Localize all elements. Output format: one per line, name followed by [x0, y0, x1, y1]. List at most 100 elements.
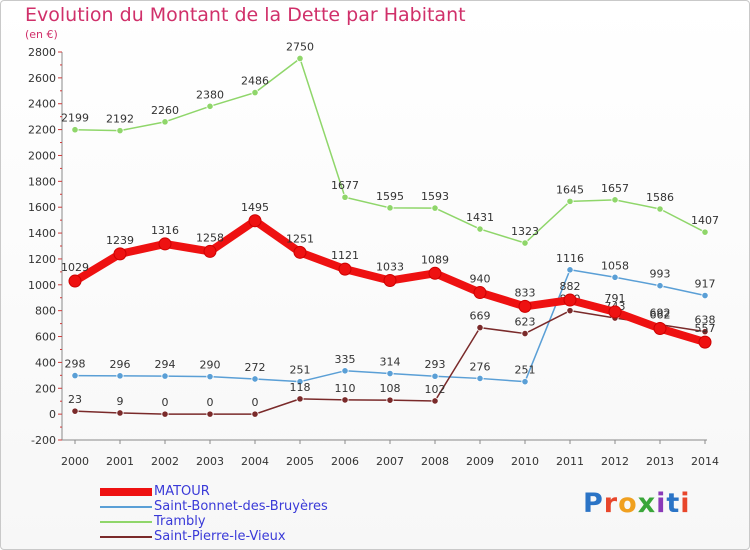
data-label: 993 [650, 268, 671, 281]
data-label: 623 [515, 316, 536, 329]
data-label: 1316 [151, 224, 179, 237]
y-axis-unit: (en €) [25, 28, 58, 41]
data-point [161, 372, 169, 380]
data-point [476, 374, 484, 383]
data-point [161, 118, 169, 126]
y-tick-label: 2000 [28, 149, 56, 162]
data-point [386, 396, 394, 404]
data-point [116, 127, 124, 135]
y-tick-label: 1200 [28, 253, 56, 266]
data-label: 1258 [196, 231, 224, 244]
data-label: 251 [515, 364, 536, 377]
data-point [476, 225, 484, 233]
data-label: 2750 [286, 40, 314, 53]
data-point [698, 335, 712, 349]
data-label: 2192 [106, 113, 134, 126]
y-tick-label: 1400 [28, 227, 56, 240]
x-tick-label: 2008 [421, 455, 449, 468]
data-point [158, 237, 172, 251]
data-label: 662 [650, 309, 671, 322]
data-label: 557 [695, 322, 716, 335]
legend-label: Trambly [154, 514, 206, 529]
proxiti-logo: Proxiti [583, 488, 691, 519]
data-point [116, 372, 124, 380]
data-label: 1323 [511, 225, 539, 238]
data-label: 1677 [331, 179, 359, 192]
y-tick-label: 1000 [28, 279, 56, 292]
data-label: 9 [117, 395, 124, 408]
data-point [608, 305, 622, 319]
data-label: 791 [605, 292, 626, 305]
data-point [701, 228, 709, 236]
data-label: 1089 [421, 253, 449, 266]
x-tick-label: 2013 [646, 455, 674, 468]
data-point [161, 410, 169, 418]
data-label: 1251 [286, 232, 314, 245]
data-label: 638 [695, 314, 716, 327]
data-label: 276 [470, 360, 491, 373]
y-tick-label: 800 [35, 305, 56, 318]
series-line-trambly [74, 57, 706, 244]
logo-letter: i [680, 488, 691, 519]
data-label: 272 [245, 361, 266, 374]
y-tick-label: 2200 [28, 124, 56, 137]
data-label: 290 [200, 359, 221, 372]
x-tick-label: 2002 [151, 455, 179, 468]
logo-letter: x [637, 488, 657, 519]
data-label: 0 [162, 396, 169, 409]
y-tick-label: 2400 [28, 98, 56, 111]
data-label: 0 [207, 396, 214, 409]
data-label: 2486 [241, 75, 269, 88]
data-point [293, 245, 307, 259]
x-tick-label: 2000 [61, 455, 89, 468]
data-label: 294 [155, 358, 176, 371]
legend-swatch [100, 506, 152, 508]
data-label: 314 [380, 356, 401, 369]
data-label: 1593 [421, 190, 449, 203]
data-point [383, 274, 397, 288]
data-label: 251 [290, 364, 311, 377]
legend-swatch [100, 488, 152, 496]
y-tick-label: 600 [35, 331, 56, 344]
logo-letter: i [656, 488, 667, 519]
x-tick-label: 2009 [466, 455, 494, 468]
data-label: 23 [68, 393, 82, 406]
data-point [206, 410, 214, 418]
data-point [566, 307, 574, 315]
data-label: 108 [380, 382, 401, 395]
logo-letter: t [666, 488, 681, 519]
legend-label: MATOUR [154, 484, 210, 499]
x-tick-label: 2006 [331, 455, 359, 468]
data-point [71, 407, 79, 415]
y-tick-label: 400 [35, 356, 56, 369]
data-point [431, 372, 439, 380]
data-point [341, 193, 349, 201]
data-point [521, 378, 529, 386]
data-point [521, 329, 529, 338]
data-point [386, 369, 394, 378]
data-point [563, 293, 577, 307]
data-point [341, 367, 349, 375]
data-label: 833 [515, 286, 536, 299]
data-point [113, 247, 127, 261]
data-label: 940 [470, 273, 491, 286]
x-tick-label: 2011 [556, 455, 584, 468]
data-label: 2380 [196, 88, 224, 101]
data-point [251, 375, 259, 383]
data-point [251, 410, 259, 418]
logo-letter: o [618, 488, 638, 519]
y-tick-label: 1600 [28, 201, 56, 214]
data-point [386, 204, 394, 212]
data-label: 296 [110, 358, 131, 371]
data-label: 1116 [556, 252, 584, 265]
data-point [701, 328, 709, 336]
data-label: 0 [252, 396, 259, 409]
data-point [656, 282, 664, 290]
data-point [473, 286, 487, 300]
data-label: 1431 [466, 211, 494, 224]
data-point [428, 266, 442, 280]
data-label: 1586 [646, 191, 674, 204]
data-point [653, 322, 667, 336]
data-point [611, 196, 619, 204]
data-label: 118 [290, 381, 311, 394]
